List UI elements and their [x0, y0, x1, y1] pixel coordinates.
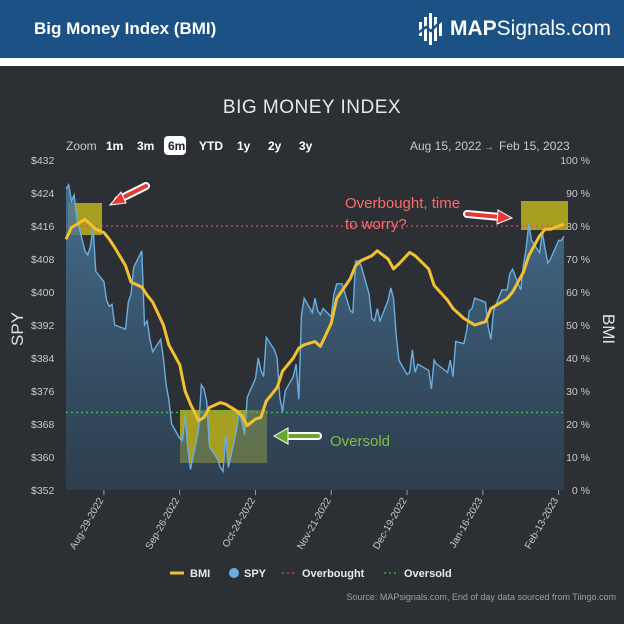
- legend-spy[interactable]: SPY: [244, 568, 267, 580]
- y-left-tick-label: $424: [31, 188, 55, 200]
- y-right-tick-label: 30 %: [566, 386, 590, 398]
- legend-spy-swatch: [229, 568, 239, 578]
- header-divider: [0, 58, 624, 66]
- oversold-annotation: Oversold: [330, 433, 390, 450]
- y-left-tick-label: $432: [31, 155, 55, 167]
- x-tick-label: Aug-29-2022: [68, 496, 107, 552]
- zoom-button-6m[interactable]: 6m: [168, 139, 185, 153]
- red-arrow-left-icon: [108, 182, 150, 206]
- range-arrow: →: [484, 142, 494, 153]
- y-left-tick-label: $360: [31, 452, 55, 464]
- y-axis-left-ticks: $352 $360 $368 $376 $384 $392 $400 $408 $416 $424…: [31, 155, 55, 497]
- x-tick-label: Jan-16-2023: [448, 496, 486, 551]
- y-left-tick-label: $400: [31, 287, 55, 299]
- chart-panel: BIG MONEY INDEX Zoom 1m 3m 6m YTD 1y 2y 3y Aug…: [0, 66, 624, 624]
- y-axis-left-title: SPY: [8, 312, 27, 346]
- mapsignals-logo-icon: [418, 13, 444, 45]
- zoom-selected-bg: [164, 136, 186, 155]
- source-note: Source: MAPsignals.com, End of day data …: [346, 592, 616, 602]
- x-tick-label: Oct-24-2022: [221, 496, 259, 550]
- chart-title: BIG MONEY INDEX: [223, 97, 401, 118]
- y-right-tick-label: 20 %: [566, 419, 590, 431]
- legend-overbought[interactable]: Overbought: [302, 568, 365, 580]
- y-right-tick-label: 100 %: [560, 155, 590, 167]
- y-right-tick-label: 60 %: [566, 287, 590, 299]
- range-to[interactable]: Feb 15, 2023: [499, 139, 570, 153]
- header-bar: Big Money Index (BMI) MAPSignals.com: [0, 0, 624, 58]
- y-right-tick-label: 50 %: [566, 320, 590, 332]
- green-arrow-icon: [272, 427, 322, 445]
- range-from[interactable]: Aug 15, 2022: [410, 139, 482, 153]
- page-title: Big Money Index (BMI): [34, 19, 217, 38]
- overbought-annotation-line1: Overbought, time: [345, 195, 460, 212]
- bmi-line: [64, 217, 565, 428]
- zoom-button-2y[interactable]: 2y: [268, 139, 282, 153]
- brand-logo: MAPSignals.com: [418, 10, 611, 48]
- x-tick-label: Feb-13-2023: [523, 496, 561, 551]
- y-left-tick-label: $408: [31, 254, 55, 266]
- y-left-tick-label: $376: [31, 386, 55, 398]
- y-left-tick-label: $416: [31, 221, 55, 233]
- zoom-label: Zoom: [66, 139, 97, 153]
- y-right-tick-label: 80 %: [566, 221, 590, 233]
- spy-area: [66, 184, 564, 491]
- zoom-button-1m[interactable]: 1m: [106, 139, 123, 153]
- y-axis-right-ticks: 0 % 10 % 20 % 30 % 40 % 50 % 60 % 70 % 80 % 90 % 1…: [560, 155, 590, 497]
- y-right-tick-label: 70 %: [566, 254, 590, 266]
- zoom-button-ytd[interactable]: YTD: [199, 139, 223, 153]
- x-tick-label: Nov-21-2022: [295, 496, 334, 552]
- y-right-tick-label: 40 %: [566, 353, 590, 365]
- x-tick-label: Sep-26-2022: [144, 496, 183, 552]
- overbought-annotation-line2: to worry?: [345, 216, 407, 233]
- legend-oversold[interactable]: Oversold: [404, 568, 452, 580]
- brand-name: MAPSignals.com: [450, 17, 612, 40]
- x-axis-ticks: Aug-29-2022 Sep-26-2022 Oct-24-2022 Nov-21-…: [68, 490, 561, 552]
- y-right-tick-label: 0 %: [572, 485, 590, 497]
- y-right-tick-label: 90 %: [566, 188, 590, 200]
- zoom-button-3m[interactable]: 3m: [137, 139, 154, 153]
- y-axis-right-title: BMI: [599, 314, 618, 344]
- legend-bmi[interactable]: BMI: [190, 568, 210, 580]
- spy-line: [65, 182, 565, 474]
- zoom-controls: Zoom 1m 3m 6m YTD 1y 2y 3y: [66, 136, 313, 155]
- y-left-tick-label: $368: [31, 419, 55, 431]
- y-left-tick-label: $392: [31, 320, 55, 332]
- y-left-tick-label: $384: [31, 353, 55, 365]
- y-right-tick-label: 10 %: [566, 452, 590, 464]
- x-tick-label: Dec-19-2022: [371, 496, 410, 552]
- legend: BMI SPY Overbought Oversold: [170, 568, 452, 580]
- bmi-chart: BIG MONEY INDEX Zoom 1m 3m 6m YTD 1y 2y 3y Aug…: [8, 97, 618, 602]
- red-arrow-right-icon: [463, 209, 514, 225]
- y-left-tick-label: $352: [31, 485, 55, 497]
- zoom-button-1y[interactable]: 1y: [237, 139, 251, 153]
- zoom-button-3y[interactable]: 3y: [299, 139, 313, 153]
